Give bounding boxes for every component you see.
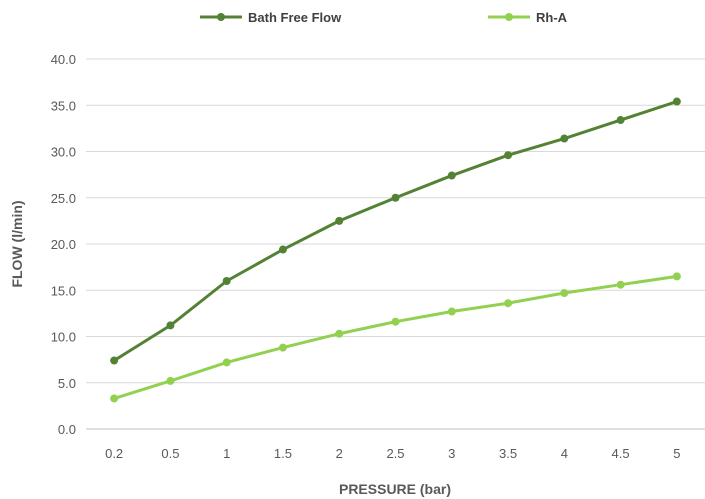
y-axis-ticks: 0.0 5.0 10.0 15.0 20.0 25.0 30.0 35.0 40.0 <box>51 52 76 437</box>
y-tick-label: 35.0 <box>51 98 76 113</box>
data-point[interactable] <box>222 358 231 367</box>
x-tick-label: 1.5 <box>274 446 292 461</box>
y-tick-label: 0.0 <box>58 422 76 437</box>
data-point[interactable] <box>560 134 569 143</box>
x-tick-label: 2 <box>336 446 343 461</box>
x-tick-label: 3.5 <box>499 446 517 461</box>
data-point[interactable] <box>166 376 175 385</box>
data-point[interactable] <box>278 245 287 254</box>
series-0 <box>110 97 681 365</box>
legend-item-0[interactable]: Bath Free Flow <box>200 10 342 25</box>
x-tick-label: 3 <box>448 446 455 461</box>
x-axis-ticks: 0.2 0.5 1 1.5 2 2.5 3 3.5 4 4.5 5 <box>105 446 680 461</box>
x-tick-label: 0.5 <box>161 446 179 461</box>
y-tick-label: 40.0 <box>51 52 76 67</box>
data-point[interactable] <box>110 356 119 365</box>
y-tick-label: 15.0 <box>51 283 76 298</box>
series-line-1 <box>113 274 678 400</box>
y-tick-label: 20.0 <box>51 237 76 252</box>
legend-marker-1 <box>505 13 513 21</box>
x-tick-label: 1 <box>223 446 230 461</box>
data-point[interactable] <box>335 216 344 225</box>
series-layer <box>110 97 681 403</box>
legend-label-0: Bath Free Flow <box>248 10 342 25</box>
legend-marker-0 <box>217 13 225 21</box>
data-point[interactable] <box>391 317 400 326</box>
data-point[interactable] <box>616 280 625 289</box>
legend-item-1[interactable]: Rh-A <box>488 10 568 25</box>
x-axis-title: PRESSURE (bar) <box>339 481 451 497</box>
data-point[interactable] <box>110 394 119 403</box>
data-point[interactable] <box>278 343 287 352</box>
data-point[interactable] <box>504 299 513 308</box>
data-point[interactable] <box>616 116 625 125</box>
x-tick-label: 4.5 <box>612 446 630 461</box>
data-point[interactable] <box>672 97 681 106</box>
y-tick-label: 30.0 <box>51 145 76 160</box>
gridlines <box>86 58 705 430</box>
data-point[interactable] <box>335 329 344 338</box>
y-axis-title: FLOW (l/min) <box>9 200 25 287</box>
x-tick-label: 2.5 <box>386 446 404 461</box>
y-tick-label: 10.0 <box>51 330 76 345</box>
data-point[interactable] <box>391 193 400 202</box>
legend-label-1: Rh-A <box>536 10 568 25</box>
data-point[interactable] <box>447 307 456 316</box>
data-point[interactable] <box>166 321 175 330</box>
x-tick-label: 0.2 <box>105 446 123 461</box>
data-point[interactable] <box>447 171 456 180</box>
data-point[interactable] <box>672 272 681 281</box>
x-tick-label: 4 <box>561 446 568 461</box>
x-tick-label: 5 <box>673 446 680 461</box>
y-tick-label: 25.0 <box>51 191 76 206</box>
y-tick-label: 5.0 <box>58 376 76 391</box>
legend: Bath Free Flow Rh-A <box>200 10 568 25</box>
series-1 <box>110 272 681 403</box>
data-point[interactable] <box>504 151 513 160</box>
data-point[interactable] <box>560 289 569 298</box>
data-point[interactable] <box>222 277 231 285</box>
